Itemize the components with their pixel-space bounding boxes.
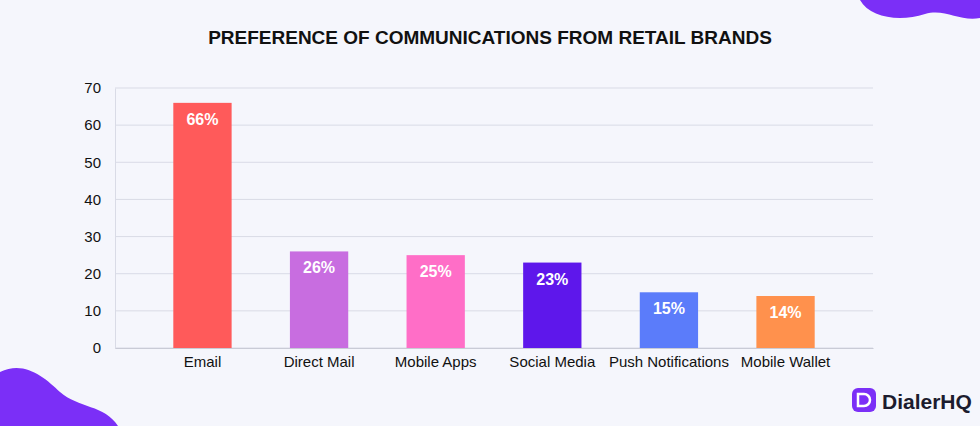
tick-label: 60 xyxy=(84,116,101,133)
decoration xyxy=(860,0,980,19)
data-label: 15% xyxy=(653,300,685,317)
data-labels: 66% 26% 25% 23% 15% 14% xyxy=(186,111,801,321)
data-label: 23% xyxy=(536,271,568,288)
tick: 10 xyxy=(84,302,115,319)
bars xyxy=(173,103,814,348)
bar xyxy=(290,251,348,348)
tick: 20 xyxy=(84,265,115,282)
x-axis: Email Direct Mail Mobile Apps Social Media P… xyxy=(116,348,874,370)
tick-label: Mobile Apps xyxy=(395,353,477,370)
tick-label: Push Notifications xyxy=(609,353,729,370)
tick-label: Email xyxy=(184,353,222,370)
tick-label: 70 xyxy=(84,79,101,96)
tick-label: 0 xyxy=(93,339,101,356)
bar xyxy=(756,296,814,348)
tick-label: Social Media xyxy=(509,353,596,370)
axis-line xyxy=(116,348,874,349)
y-axis: 0 10 20 30 40 50 60 70 xyxy=(84,79,115,356)
bar xyxy=(523,263,581,348)
logo-icon xyxy=(858,394,870,406)
tick: Mobile Apps xyxy=(395,348,477,370)
title: PREFERENCE OF COMMUNICATIONS FROM RETAIL… xyxy=(208,27,772,48)
watermark: DialerHQ xyxy=(852,388,972,413)
tick-label: 20 xyxy=(84,265,101,282)
bar xyxy=(407,255,465,348)
tick-label: Mobile Wallet xyxy=(741,353,831,370)
data-label: 26% xyxy=(303,259,335,276)
decoration xyxy=(0,368,118,426)
tick-label: Direct Mail xyxy=(284,353,355,370)
tick: Direct Mail xyxy=(284,348,355,370)
tick-label: 40 xyxy=(84,191,101,208)
data-label: 14% xyxy=(770,304,802,321)
data-label: 25% xyxy=(420,263,452,280)
tick: Push Notifications xyxy=(609,348,729,370)
axis-line xyxy=(115,89,116,349)
tick: 0 xyxy=(93,339,115,356)
tick: 50 xyxy=(84,154,115,171)
tick: Email xyxy=(184,348,222,370)
tick: Social Media xyxy=(509,348,596,370)
tick-label: 10 xyxy=(84,302,101,319)
bar xyxy=(173,103,231,348)
tick: 60 xyxy=(84,116,115,133)
tick: 70 xyxy=(84,79,115,96)
background xyxy=(0,0,980,426)
tick: 40 xyxy=(84,191,115,208)
bar xyxy=(640,292,698,348)
watermark-text: DialerHQ xyxy=(882,390,972,413)
grid xyxy=(115,88,873,348)
chart: PREFERENCE OF COMMUNICATIONS FROM RETAIL… xyxy=(0,0,980,426)
grid-line xyxy=(115,88,873,89)
tick: 30 xyxy=(84,228,115,245)
data-label: 66% xyxy=(186,111,218,128)
tick-label: 50 xyxy=(84,154,101,171)
tick: Mobile Wallet xyxy=(741,348,831,370)
tick-label: 30 xyxy=(84,228,101,245)
logo-icon xyxy=(852,388,876,412)
